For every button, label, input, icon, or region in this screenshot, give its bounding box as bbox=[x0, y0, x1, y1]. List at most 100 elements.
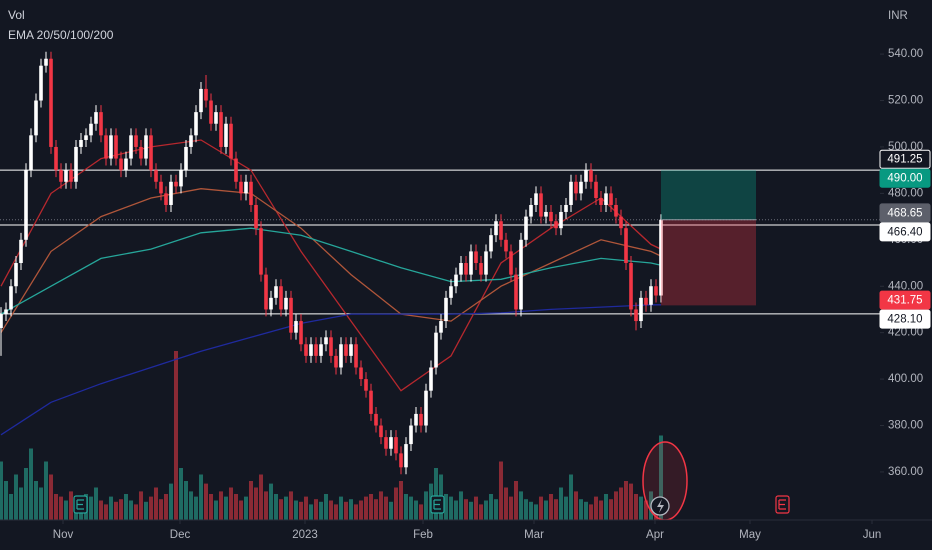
candle-body bbox=[9, 286, 13, 310]
candle-body bbox=[559, 211, 563, 229]
candle-body bbox=[159, 181, 163, 194]
candle-body bbox=[539, 193, 543, 217]
earnings-icon[interactable] bbox=[430, 495, 445, 514]
earnings-icon[interactable] bbox=[775, 495, 790, 514]
candle-body bbox=[199, 88, 203, 113]
volume-bar bbox=[64, 500, 68, 520]
candle-body bbox=[219, 112, 223, 147]
volume-bar bbox=[409, 496, 413, 520]
candle-body bbox=[234, 158, 238, 182]
candle-body bbox=[24, 170, 28, 240]
candle-body bbox=[249, 181, 253, 205]
candle-body bbox=[84, 135, 88, 140]
dividend-icon[interactable] bbox=[650, 496, 670, 516]
candle-body bbox=[319, 344, 323, 356]
candle-body bbox=[609, 193, 613, 205]
candle-body bbox=[659, 219, 663, 296]
price-badge-label: 466.40 bbox=[887, 226, 922, 238]
volume-bar bbox=[499, 461, 503, 520]
volume-bar bbox=[444, 494, 448, 520]
volume-bar bbox=[269, 483, 273, 520]
volume-bar bbox=[434, 468, 438, 520]
volume-bar bbox=[89, 496, 93, 520]
volume-bar bbox=[574, 491, 578, 520]
price-badge bbox=[879, 309, 931, 329]
volume-bar bbox=[539, 496, 543, 520]
candle-body bbox=[509, 251, 513, 275]
y-tick-label: 540.00 bbox=[888, 48, 923, 60]
axes: 540.00520.00500.00480.00460.00440.00420.… bbox=[0, 48, 932, 550]
candle-body bbox=[479, 263, 483, 275]
y-tick-label: 520.00 bbox=[888, 95, 923, 107]
volume-bar bbox=[324, 494, 328, 520]
x-tick-label: Feb bbox=[413, 529, 433, 541]
volume-bar bbox=[479, 504, 483, 520]
volume-bar bbox=[359, 500, 363, 520]
volume-bar bbox=[354, 504, 358, 520]
candle-body bbox=[379, 425, 383, 438]
candle-body bbox=[364, 379, 368, 391]
candle-body bbox=[179, 170, 183, 187]
price-badge-label: 491.25 bbox=[887, 154, 922, 166]
candle-body bbox=[439, 321, 443, 333]
volume-bar bbox=[254, 487, 258, 520]
volume-label: Vol bbox=[8, 8, 25, 22]
candle-body bbox=[79, 139, 83, 147]
volume-bar bbox=[124, 494, 128, 520]
candle-body bbox=[369, 390, 373, 414]
x-tick-label: Dec bbox=[170, 529, 191, 541]
candle-body bbox=[239, 181, 243, 194]
candle-body bbox=[194, 112, 198, 136]
candle-body bbox=[259, 228, 263, 275]
candle-body bbox=[639, 297, 643, 322]
volume-bar bbox=[189, 491, 193, 520]
candle-body bbox=[189, 135, 193, 147]
position-target bbox=[661, 170, 756, 220]
currency-label: INR bbox=[888, 10, 908, 22]
candle-body bbox=[619, 216, 623, 229]
volume-bar bbox=[59, 496, 63, 520]
volume-bar bbox=[464, 499, 468, 520]
volume-bar bbox=[244, 496, 248, 520]
volume-bar bbox=[594, 496, 598, 520]
volume-bar bbox=[514, 481, 518, 520]
volume-bar bbox=[364, 496, 368, 520]
x-tick-label: 2023 bbox=[292, 529, 318, 541]
candle-body bbox=[644, 297, 648, 305]
y-tick-label: 380.00 bbox=[888, 420, 923, 432]
candle-body bbox=[224, 123, 228, 147]
candle-body bbox=[64, 170, 68, 182]
earnings-icon[interactable] bbox=[73, 495, 88, 514]
volume-bar bbox=[0, 461, 4, 520]
candle-body bbox=[19, 239, 23, 264]
candle-body bbox=[474, 251, 478, 264]
candle-body bbox=[289, 297, 293, 333]
volume-bar bbox=[14, 474, 18, 520]
candle-body bbox=[589, 170, 593, 182]
candle-body bbox=[4, 309, 8, 315]
time-axis-bg bbox=[0, 520, 932, 550]
volume-bar bbox=[29, 448, 33, 520]
price-badge bbox=[879, 290, 931, 310]
volume-bar bbox=[219, 491, 223, 520]
candle-body bbox=[549, 211, 553, 222]
volume-bar bbox=[454, 500, 458, 520]
volume-bar bbox=[249, 481, 253, 520]
volume-bar bbox=[549, 494, 553, 520]
price-badge-label: 490.00 bbox=[887, 173, 922, 185]
candle-body bbox=[449, 286, 453, 298]
candle-body bbox=[89, 123, 93, 136]
candle-body bbox=[649, 286, 653, 305]
volume-bar bbox=[569, 474, 573, 520]
volume-bar bbox=[174, 351, 178, 520]
candle-body bbox=[554, 221, 558, 229]
volume-bar bbox=[379, 491, 383, 520]
volume-bar bbox=[99, 500, 103, 520]
candle-body bbox=[59, 170, 63, 182]
volume-bar bbox=[279, 499, 283, 520]
volume-bar bbox=[404, 494, 408, 520]
volume-bar bbox=[129, 500, 133, 520]
volume-bar bbox=[139, 491, 143, 520]
candle-body bbox=[184, 146, 188, 171]
volume-bar bbox=[309, 504, 313, 520]
